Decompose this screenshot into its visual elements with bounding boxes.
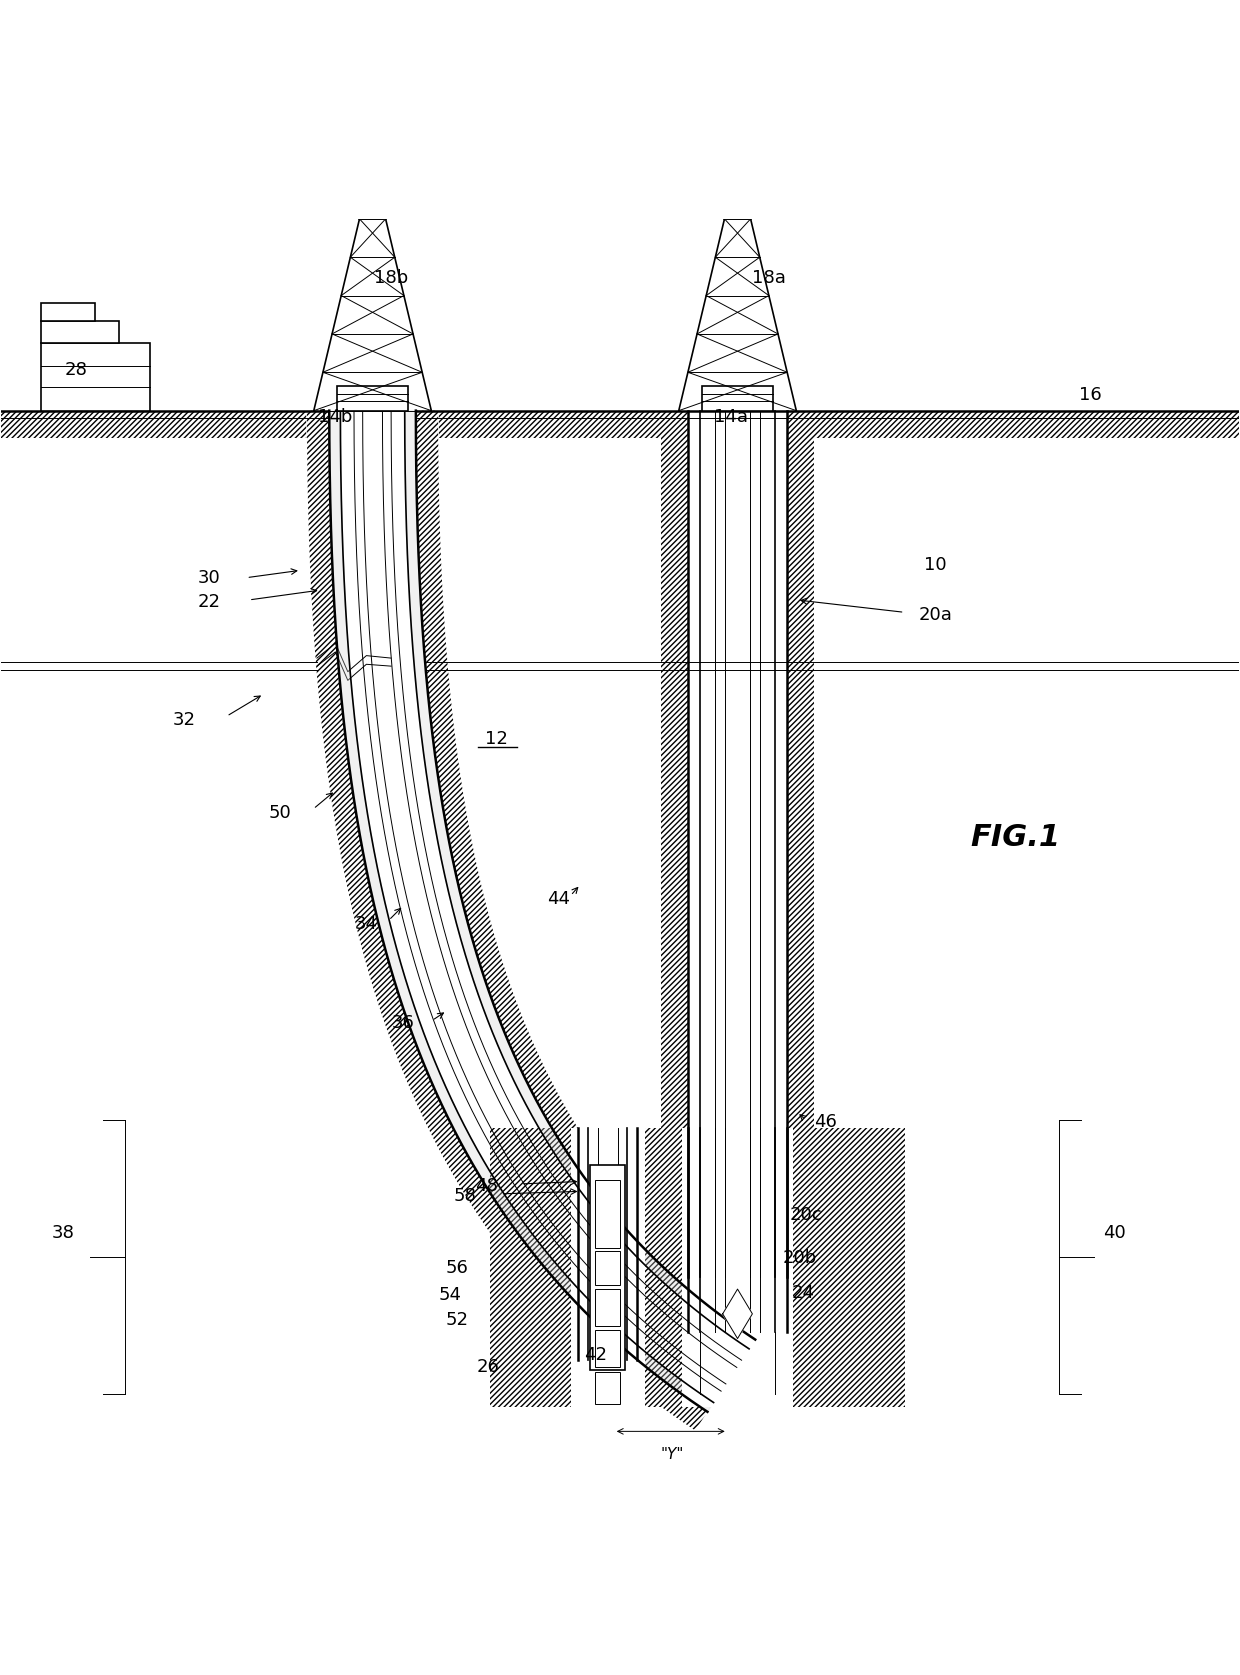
Bar: [1, 410, 1239, 437]
Text: 56: 56: [445, 1260, 469, 1276]
Bar: [727, 206, 748, 219]
Bar: [595, 1290, 620, 1327]
Text: 10: 10: [924, 556, 947, 575]
Text: 12: 12: [485, 730, 507, 747]
Text: 18a: 18a: [751, 270, 785, 288]
Text: 22: 22: [197, 593, 221, 611]
Text: 42: 42: [584, 1345, 606, 1363]
Bar: [787, 410, 815, 1400]
Bar: [41, 343, 150, 410]
Bar: [682, 1129, 794, 1407]
Bar: [595, 1330, 620, 1367]
Text: 40: 40: [1104, 1224, 1126, 1243]
Text: 50: 50: [268, 804, 291, 822]
Polygon shape: [308, 410, 708, 1430]
Bar: [702, 385, 774, 410]
Text: 20c: 20c: [790, 1206, 822, 1224]
Bar: [41, 322, 119, 343]
Text: 34: 34: [355, 915, 378, 933]
Text: FIG.1: FIG.1: [971, 822, 1061, 853]
Bar: [661, 410, 688, 1400]
Text: 28: 28: [64, 360, 87, 379]
Text: "Y": "Y": [661, 1447, 684, 1462]
Text: 14b: 14b: [319, 407, 352, 425]
Text: 38: 38: [52, 1224, 74, 1243]
Text: 58: 58: [454, 1188, 477, 1206]
Text: 20b: 20b: [782, 1250, 816, 1268]
Polygon shape: [330, 410, 755, 1412]
Text: 46: 46: [813, 1114, 837, 1131]
Polygon shape: [723, 1290, 753, 1338]
Text: 36: 36: [392, 1013, 415, 1032]
Text: 18b: 18b: [374, 270, 408, 288]
Text: 52: 52: [445, 1312, 469, 1328]
Bar: [688, 410, 787, 1400]
Bar: [590, 1166, 625, 1370]
Bar: [337, 385, 408, 410]
Bar: [41, 303, 95, 322]
Bar: [1, 410, 1239, 437]
Text: 16: 16: [1079, 385, 1101, 404]
Bar: [362, 206, 383, 219]
Bar: [595, 1251, 620, 1285]
Text: 30: 30: [198, 570, 221, 586]
Polygon shape: [415, 410, 768, 1340]
Text: 26: 26: [476, 1358, 498, 1377]
Text: 54: 54: [439, 1286, 463, 1305]
Bar: [570, 1129, 645, 1407]
Text: 24: 24: [791, 1283, 815, 1301]
Text: 14a: 14a: [714, 407, 749, 425]
Text: 44: 44: [547, 891, 569, 908]
Polygon shape: [330, 410, 713, 1412]
Text: 20a: 20a: [919, 606, 952, 623]
Text: 48: 48: [475, 1178, 497, 1196]
Bar: [595, 1181, 620, 1248]
Bar: [595, 1372, 620, 1404]
Text: 32: 32: [174, 710, 196, 729]
Bar: [490, 1129, 904, 1407]
Polygon shape: [404, 410, 755, 1348]
